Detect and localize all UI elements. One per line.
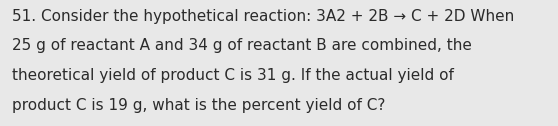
Text: 25 g of reactant A and 34 g of reactant B are combined, the: 25 g of reactant A and 34 g of reactant … [12,38,472,53]
Text: 51. Consider the hypothetical reaction: 3A2 + 2B → C + 2D When: 51. Consider the hypothetical reaction: … [12,9,514,24]
Text: theoretical yield of product C is 31 g. If the actual yield of: theoretical yield of product C is 31 g. … [12,68,454,83]
Text: product C is 19 g, what is the percent yield of C?: product C is 19 g, what is the percent y… [12,98,386,113]
